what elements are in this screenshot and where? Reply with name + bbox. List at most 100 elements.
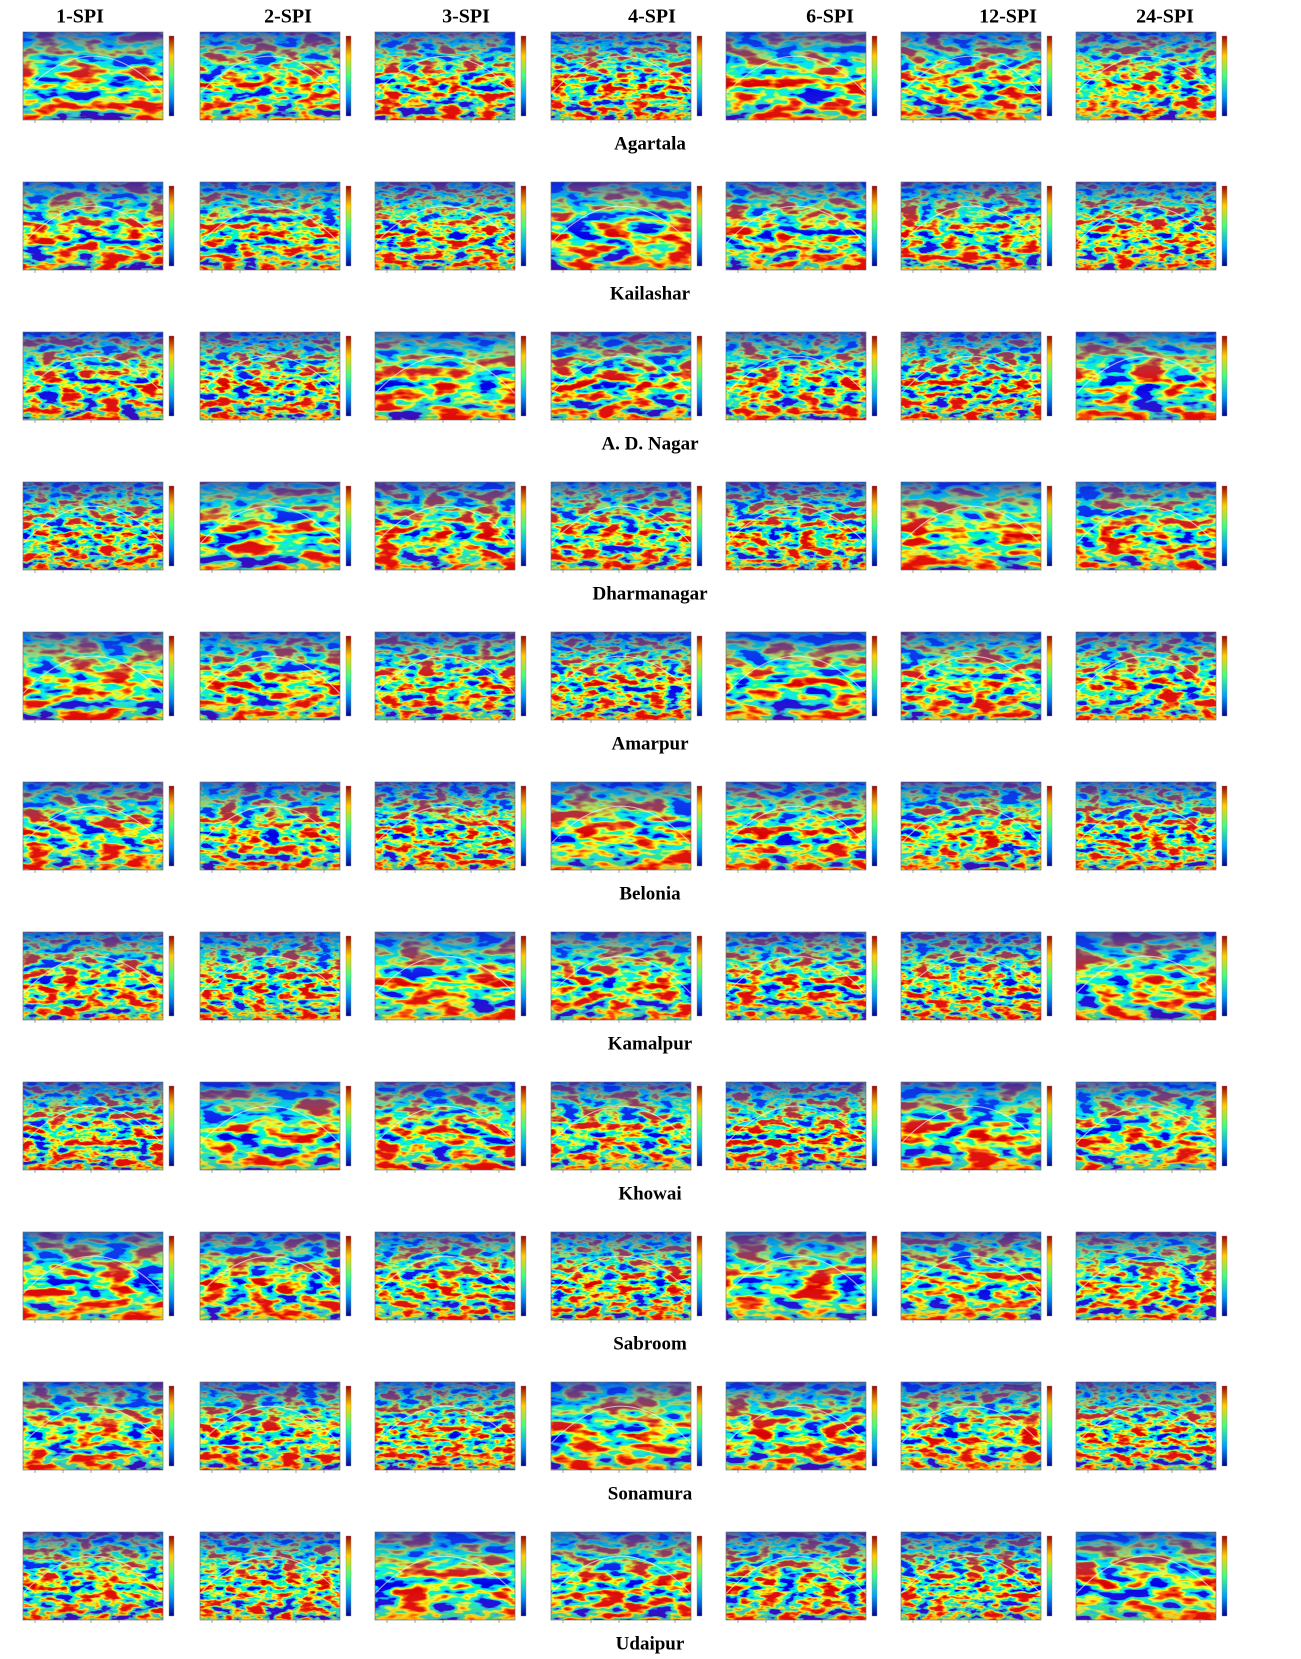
colorbar (697, 1536, 702, 1616)
wavelet-panel (726, 1232, 877, 1323)
colorbar (872, 1536, 877, 1616)
spectrum-shade (901, 1232, 1041, 1320)
column-header: 6-SPI (806, 6, 854, 28)
colorbar (872, 486, 877, 566)
wavelet-panel (200, 182, 351, 273)
spectrum-shade (551, 1532, 691, 1620)
wavelet-panel (551, 632, 702, 723)
wavelet-panel (23, 932, 174, 1023)
colorbar (346, 786, 351, 866)
colorbar (872, 1386, 877, 1466)
colorbar (521, 1086, 526, 1166)
wavelet-panel (1076, 32, 1227, 123)
colorbar (1047, 186, 1052, 266)
wavelet-panel (200, 1382, 351, 1473)
wavelet-panel (200, 782, 351, 873)
wavelet-panel (23, 782, 174, 873)
wavelet-panel (23, 1532, 174, 1623)
spectrum-shade (375, 182, 515, 270)
colorbar (1222, 336, 1227, 416)
wavelet-panel (1076, 1382, 1227, 1473)
wavelet-panel (551, 1232, 702, 1323)
colorbar (1047, 1386, 1052, 1466)
wavelet-panel (551, 1382, 702, 1473)
spectrum-shade (200, 482, 340, 570)
wavelet-panel (23, 32, 174, 123)
colorbar (697, 636, 702, 716)
spectrum-shade (23, 482, 163, 570)
colorbar (346, 636, 351, 716)
colorbar (169, 936, 174, 1016)
colorbar (521, 1386, 526, 1466)
wavelet-panel (1076, 1082, 1227, 1173)
spectrum-shade (1076, 1382, 1216, 1470)
colorbar (1047, 936, 1052, 1016)
spectrum-shade (23, 1232, 163, 1320)
colorbar (1222, 486, 1227, 566)
wavelet-panel (726, 632, 877, 723)
colorbar (521, 786, 526, 866)
colorbar (169, 186, 174, 266)
spectrum-shade (375, 1082, 515, 1170)
colorbar (1222, 36, 1227, 116)
wavelet-panel (23, 182, 174, 273)
colorbar (169, 486, 174, 566)
wavelet-panel (901, 632, 1052, 723)
station-label: Dharmanagar (592, 583, 708, 604)
spectrum-shade (901, 332, 1041, 420)
spectrum-shade (1076, 782, 1216, 870)
wavelet-panel (200, 482, 351, 573)
spectrum-shade (375, 782, 515, 870)
wavelet-panel (1076, 1532, 1227, 1623)
spectrum-shade (551, 932, 691, 1020)
spectrum-shade (375, 1232, 515, 1320)
spectrum-shade (726, 782, 866, 870)
colorbar (169, 786, 174, 866)
spectrum-shade (901, 1082, 1041, 1170)
spectrum-shade (375, 932, 515, 1020)
wavelet-panel (200, 932, 351, 1023)
colorbar (521, 186, 526, 266)
wavelet-panel (375, 932, 526, 1023)
spectrum-shade (375, 632, 515, 720)
spectrum-shade (901, 1382, 1041, 1470)
spectrum-shade (1076, 632, 1216, 720)
colorbar (521, 336, 526, 416)
spectrum-shade (200, 182, 340, 270)
colorbar (521, 486, 526, 566)
wavelet-panel (375, 32, 526, 123)
wavelet-panel (726, 1532, 877, 1623)
spectrum-shade (726, 332, 866, 420)
colorbar (872, 1086, 877, 1166)
station-label: Sonamura (608, 1483, 693, 1504)
colorbar (697, 36, 702, 116)
spectrum-shade (200, 1532, 340, 1620)
column-header: 24-SPI (1136, 6, 1194, 28)
wavelet-panel (726, 32, 877, 123)
wavelet-panel (1076, 932, 1227, 1023)
spectrum-shade (901, 32, 1041, 120)
colorbar (1047, 1236, 1052, 1316)
spectrum-shade (375, 482, 515, 570)
spectrum-shade (551, 1232, 691, 1320)
wavelet-panel (375, 632, 526, 723)
spectrum-shade (726, 1082, 866, 1170)
colorbar (169, 636, 174, 716)
spectrum-shade (726, 632, 866, 720)
spectrum-shade (551, 332, 691, 420)
wavelet-panel (551, 1082, 702, 1173)
colorbar (872, 36, 877, 116)
spectrum-shade (200, 782, 340, 870)
wavelet-panel (901, 332, 1052, 423)
wavelet-panel (200, 1082, 351, 1173)
wavelet-panel (200, 332, 351, 423)
spectrum-shade (551, 782, 691, 870)
spectrum-shade (901, 1532, 1041, 1620)
spectrum-shade (726, 1232, 866, 1320)
spectrum-shade (23, 782, 163, 870)
wavelet-panel (375, 1532, 526, 1623)
colorbar (346, 1236, 351, 1316)
spectrum-shade (375, 1382, 515, 1470)
wavelet-panel (551, 332, 702, 423)
colorbar (1047, 1086, 1052, 1166)
